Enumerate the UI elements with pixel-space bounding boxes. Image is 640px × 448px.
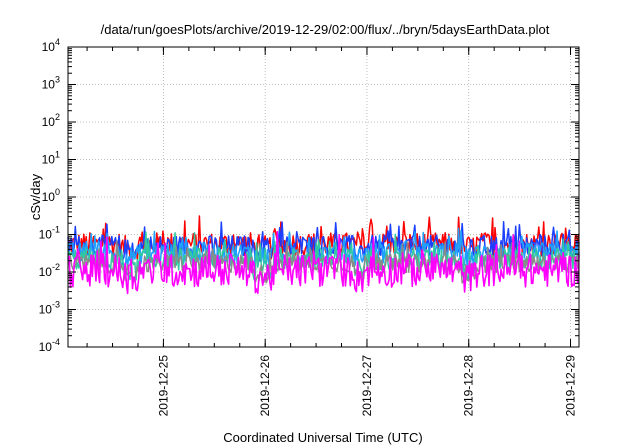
y-tick-label: 102 [42, 112, 60, 129]
y-tick-label: 10-4 [39, 337, 60, 354]
y-tick-label: 10-2 [39, 262, 60, 279]
chart-title: /data/run/goesPlots/archive/2019-12-29/0… [101, 22, 550, 37]
y-tick-label: 10-3 [39, 300, 60, 317]
series-line-5 [67, 230, 580, 295]
x-tick-label: 2019-12-26 [258, 355, 272, 417]
x-axis-title: Coordinated Universal Time (UTC) [223, 430, 422, 445]
y-tick-label: 101 [42, 150, 60, 167]
x-axis-ticks: 2019-12-25 2019-12-26 2019-12-27 2019-12-28… [86, 47, 578, 417]
x-tick-label: 2019-12-25 [156, 355, 170, 417]
y-axis-ticks: 10-4 10-3 10-2 10-1 100 101 102 103 104 [39, 37, 579, 354]
x-tick-label: 2019-12-29 [564, 355, 578, 417]
y-tick-label: 100 [42, 187, 60, 204]
x-tick-label: 2019-12-27 [360, 355, 374, 417]
y-tick-label: 10-1 [39, 225, 60, 242]
y-tick-label: 103 [42, 75, 60, 92]
y-axis-title: cSv/day [28, 173, 43, 220]
grid-lines [68, 47, 579, 347]
x-tick-label: 2019-12-28 [462, 355, 476, 417]
series-layer [67, 215, 580, 295]
y-tick-label: 104 [42, 37, 60, 54]
